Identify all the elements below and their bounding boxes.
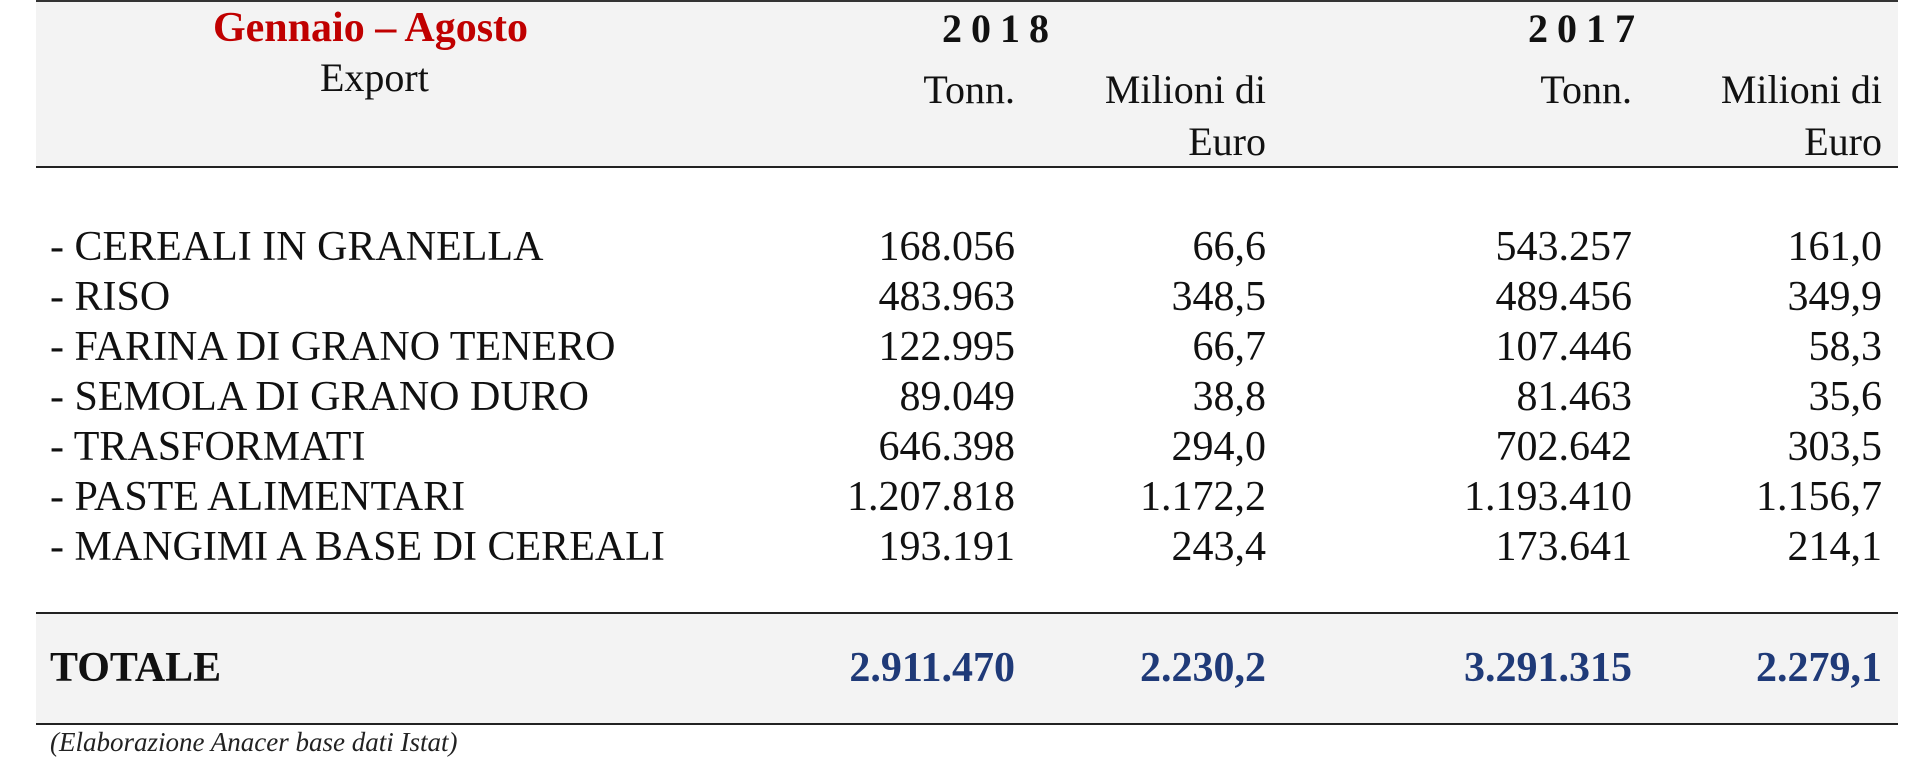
euro-2017: 214,1: [1787, 524, 1883, 570]
row-label: - PASTE ALIMENTARI: [50, 474, 466, 520]
col-euro-2018: Milioni di Euro: [1105, 64, 1266, 168]
period-title: Gennaio – Agosto: [213, 5, 529, 51]
total-euro-2018: 2.230,2: [1140, 645, 1266, 691]
section-label: Export: [320, 55, 429, 100]
euro-2017: 58,3: [1808, 324, 1883, 370]
tonn-2017: 702.642: [1495, 424, 1633, 470]
euro-2018: 66,6: [1192, 224, 1267, 270]
tonn-2018: 1.207.818: [847, 474, 1015, 520]
row-label: - SEMOLA DI GRANO DURO: [50, 374, 590, 420]
euro-2018: 243,4: [1171, 524, 1267, 570]
row-label: - CEREALI IN GRANELLA: [50, 224, 544, 270]
total-rule-top: [36, 612, 1898, 614]
euro-2017: 1.156,7: [1756, 474, 1882, 520]
top-rule: [36, 0, 1898, 2]
tonn-2017: 107.446: [1495, 324, 1633, 370]
euro-2017: 35,6: [1808, 374, 1883, 420]
col-tonn-2017: Tonn.: [1540, 67, 1632, 112]
year-2018-heading: 2018: [942, 6, 1058, 51]
euro-2018: 294,0: [1171, 424, 1267, 470]
col-euro-2018-line1: Milioni di: [1104, 67, 1266, 112]
tonn-2017: 81.463: [1516, 374, 1633, 420]
tonn-2018: 483.963: [878, 274, 1016, 320]
col-euro-2018-line2: Euro: [1188, 119, 1266, 164]
euro-2018: 348,5: [1171, 274, 1267, 320]
tonn-2018: 168.056: [878, 224, 1016, 270]
total-label: TOTALE: [50, 645, 222, 691]
tonn-2017: 173.641: [1495, 524, 1633, 570]
euro-2017: 161,0: [1787, 224, 1883, 270]
total-row-background: [36, 613, 1898, 724]
row-label: - TRASFORMATI: [50, 424, 366, 470]
total-rule-bottom: [36, 723, 1898, 725]
euro-2018: 66,7: [1192, 324, 1267, 370]
row-label: - MANGIMI A BASE DI CEREALI: [50, 524, 665, 570]
tonn-2017: 543.257: [1495, 224, 1633, 270]
col-euro-2017: Milioni di Euro: [1721, 64, 1882, 168]
total-tonn-2017: 3.291.315: [1464, 645, 1632, 691]
total-tonn-2018: 2.911.470: [849, 645, 1015, 691]
row-label: - RISO: [50, 274, 171, 320]
col-euro-2017-line1: Milioni di: [1720, 67, 1882, 112]
euro-2018: 1.172,2: [1140, 474, 1266, 520]
col-euro-2017-line2: Euro: [1804, 119, 1882, 164]
source-note: (Elaborazione Anacer base dati Istat): [50, 727, 458, 757]
col-tonn-2018: Tonn.: [923, 67, 1015, 112]
euro-2017: 303,5: [1787, 424, 1883, 470]
tonn-2018: 122.995: [878, 324, 1016, 370]
tonn-2017: 1.193.410: [1464, 474, 1632, 520]
header-rule: [36, 166, 1898, 168]
header-background: [36, 0, 1898, 167]
euro-2017: 349,9: [1787, 274, 1883, 320]
tonn-2017: 489.456: [1495, 274, 1633, 320]
row-label: - FARINA DI GRANO TENERO: [50, 324, 616, 370]
euro-2018: 38,8: [1192, 374, 1267, 420]
year-2017-heading: 2017: [1528, 6, 1644, 51]
total-euro-2017: 2.279,1: [1756, 645, 1882, 691]
tonn-2018: 646.398: [878, 424, 1016, 470]
tonn-2018: 193.191: [878, 524, 1016, 570]
tonn-2018: 89.049: [899, 374, 1016, 420]
